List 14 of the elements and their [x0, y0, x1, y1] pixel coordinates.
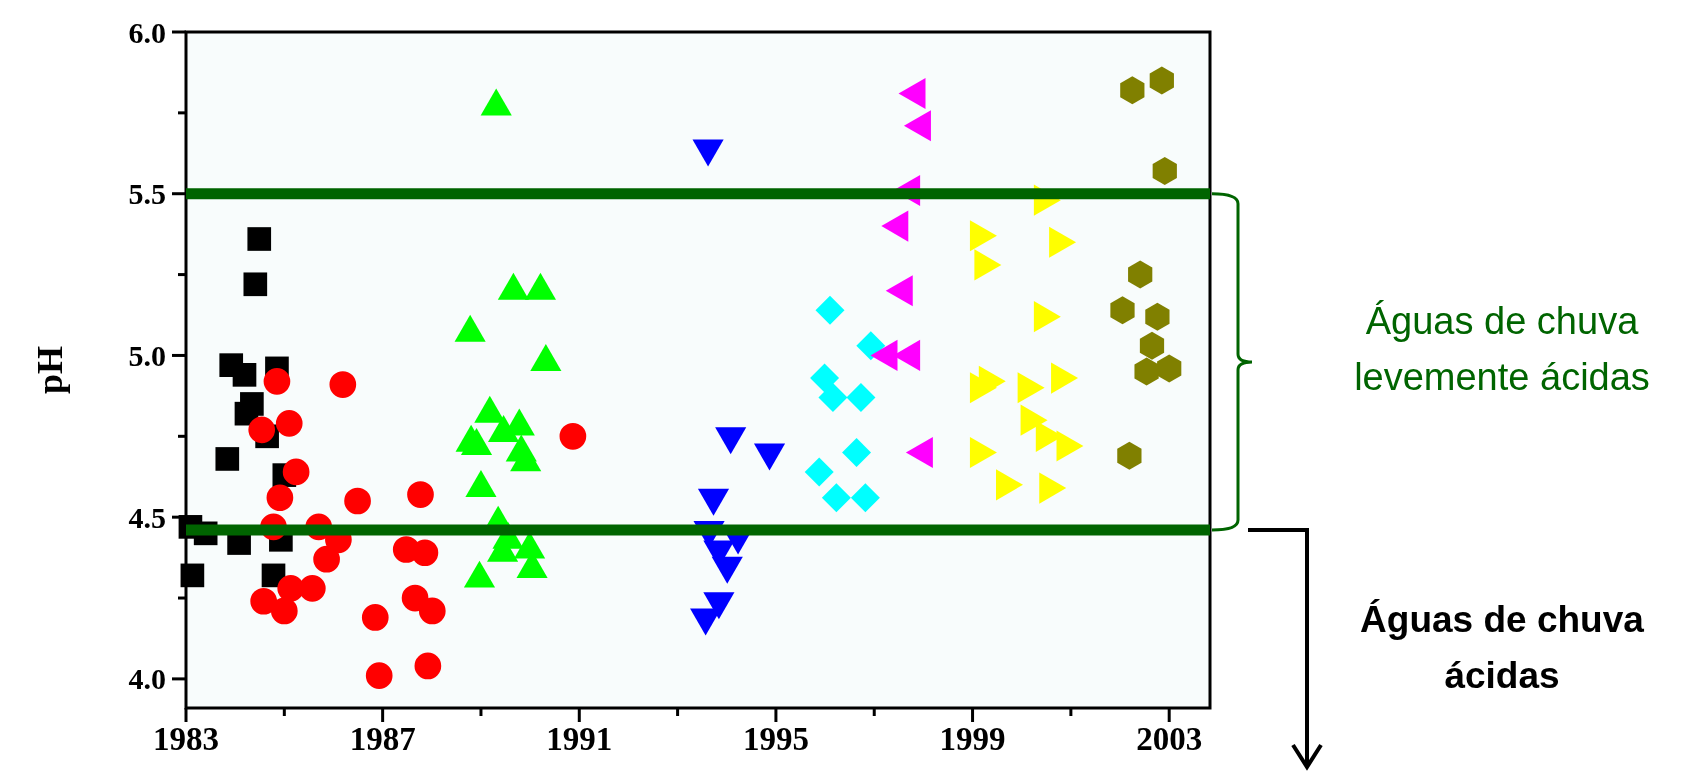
y-axis-title: pH: [30, 345, 70, 395]
y-tick-label: 4.0: [128, 662, 166, 696]
x-tick-label: 1999: [939, 721, 1006, 757]
x-tick-label: 1995: [742, 721, 809, 757]
x-tick-label: 2003: [1136, 721, 1203, 757]
x-tick-label: 1983: [153, 721, 219, 757]
text: Águas de chuva ácidas: [1360, 599, 1645, 697]
x-tick-label: 1991: [546, 721, 613, 757]
y-tick-label: 6.0: [128, 15, 166, 49]
y-tick-label: 4.5: [128, 500, 166, 534]
y-tick-label: 5.5: [128, 177, 166, 211]
text: Águas de chuva levemente ácidas: [1354, 299, 1650, 398]
y-tick-label: 5.0: [128, 338, 166, 372]
x-tick-label: 1987: [349, 721, 416, 757]
